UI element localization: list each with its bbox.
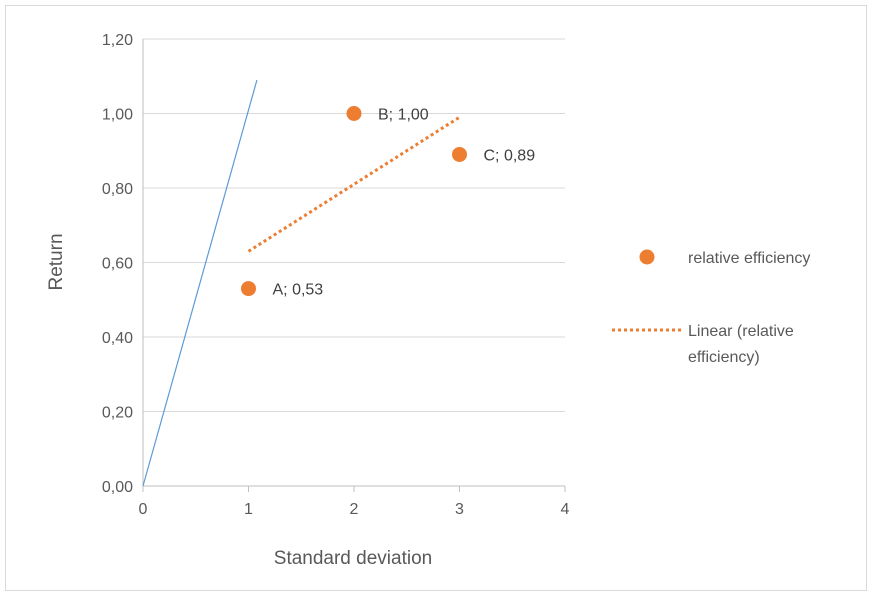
linear-trendline bbox=[247, 115, 461, 253]
reference-line bbox=[142, 79, 258, 487]
legend-label-linear-trendline-line1: Linear (relative bbox=[688, 323, 794, 340]
y-tick-label: 0,60 bbox=[102, 256, 133, 273]
x-tick-labels: 0 1 2 3 4 bbox=[139, 501, 570, 518]
data-point bbox=[241, 281, 256, 297]
legend: relative efficiency Linear (relative eff… bbox=[612, 249, 810, 366]
data-label: A; 0,53 bbox=[273, 282, 324, 299]
y-tick-label: 1,20 bbox=[102, 32, 133, 49]
x-tick-label: 0 bbox=[139, 501, 148, 518]
data-labels: A; 0,53 B; 1,00 C; 0,89 bbox=[273, 107, 536, 299]
y-tick-label: 0,20 bbox=[102, 405, 133, 422]
x-tick-label: 3 bbox=[455, 501, 464, 518]
y-tick-label: 0,40 bbox=[102, 330, 133, 347]
data-point bbox=[346, 106, 362, 121]
legend-label-linear-trendline-line2: efficiency) bbox=[688, 349, 760, 366]
legend-marker-relative-efficiency bbox=[639, 249, 655, 265]
y-tick-label: 0,80 bbox=[102, 181, 133, 198]
x-axis-title: Standard deviation bbox=[274, 548, 432, 569]
legend-label-relative-efficiency: relative efficiency bbox=[688, 250, 810, 267]
x-tick-label: 2 bbox=[350, 501, 359, 518]
x-tick-label: 4 bbox=[561, 501, 570, 518]
chart-frame bbox=[5, 5, 867, 591]
data-point bbox=[452, 146, 467, 162]
y-tick-labels: 0,00 0,20 0,40 0,60 0,80 1,00 1,20 bbox=[102, 32, 133, 496]
y-tick-label: 0,00 bbox=[102, 479, 133, 496]
data-label: C; 0,89 bbox=[484, 147, 536, 164]
data-points bbox=[241, 106, 467, 297]
y-axis-title: Return bbox=[46, 233, 67, 290]
data-label: B; 1,00 bbox=[378, 107, 429, 124]
y-tick-label: 1,00 bbox=[102, 107, 133, 124]
x-tick-label: 1 bbox=[244, 501, 253, 518]
chart-lines bbox=[142, 79, 461, 487]
